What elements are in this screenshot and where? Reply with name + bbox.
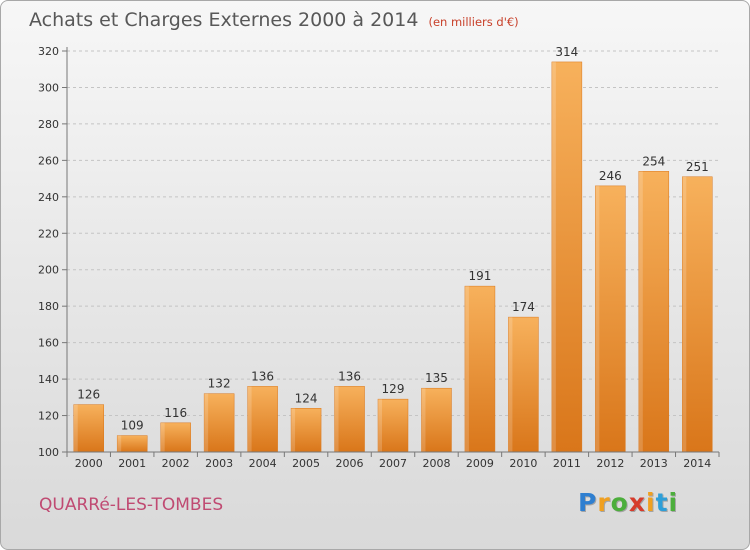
value-label: 136 bbox=[251, 369, 274, 383]
chart-subtitle: (en milliers d'€) bbox=[428, 15, 519, 29]
y-tick-label: 240 bbox=[38, 191, 59, 204]
x-tick-label: 2013 bbox=[640, 457, 668, 470]
y-tick-label: 320 bbox=[38, 45, 59, 58]
logo-letter: P bbox=[578, 488, 598, 517]
bar-2011 bbox=[551, 61, 583, 453]
bar-2004 bbox=[247, 386, 278, 453]
bar-highlight bbox=[204, 393, 209, 452]
x-tick-label: 2007 bbox=[379, 457, 407, 470]
bar-2001 bbox=[116, 435, 148, 453]
value-label: 116 bbox=[164, 406, 187, 420]
x-tick-label: 2004 bbox=[249, 457, 277, 470]
bar-highlight bbox=[160, 422, 165, 452]
x-tick-label: 2010 bbox=[509, 457, 537, 470]
bar-2005 bbox=[290, 408, 322, 453]
bar-2012 bbox=[595, 185, 626, 453]
bar-2000 bbox=[73, 404, 104, 453]
value-label: 136 bbox=[338, 369, 361, 383]
y-tick-label: 160 bbox=[38, 337, 59, 350]
bar-highlight bbox=[682, 176, 687, 452]
bar-2013 bbox=[638, 171, 670, 453]
logo-letter: o bbox=[610, 488, 629, 517]
bar-2009 bbox=[464, 285, 496, 453]
logo-letter: i bbox=[668, 488, 679, 517]
value-label: 109 bbox=[121, 419, 144, 433]
proxiti-logo: Proxiti bbox=[578, 488, 678, 517]
bar-highlight bbox=[638, 171, 643, 453]
x-tick-label: 2006 bbox=[336, 457, 364, 470]
logo-letter: x bbox=[628, 488, 646, 517]
bar-highlight bbox=[508, 317, 513, 452]
bar-2006 bbox=[334, 386, 365, 453]
y-tick-label: 200 bbox=[38, 264, 59, 277]
chart-title: Achats et Charges Externes 2000 à 2014 (e… bbox=[29, 9, 519, 31]
axes bbox=[66, 47, 720, 457]
y-tick-labels: 100 120 140 160 180 200 220 240 260 280 300 320 bbox=[38, 45, 59, 459]
bar-highlight bbox=[378, 399, 382, 452]
bar-highlight bbox=[334, 386, 339, 452]
bar-highlight bbox=[595, 185, 600, 452]
x-tick-labels: 2000 2001 2002 2003 2004 2005 2006 2007 2008 2009… bbox=[75, 457, 712, 470]
bar-highlight bbox=[464, 286, 469, 452]
value-label: 246 bbox=[599, 169, 622, 183]
x-tick-label: 2011 bbox=[553, 457, 581, 470]
y-tick-label: 280 bbox=[38, 118, 59, 131]
y-tick-label: 120 bbox=[38, 410, 59, 423]
bar-2003 bbox=[203, 393, 235, 453]
bar-highlight bbox=[291, 408, 296, 452]
x-tick-label: 2009 bbox=[466, 457, 494, 470]
bar-highlight bbox=[551, 61, 556, 452]
value-label: 251 bbox=[686, 160, 709, 174]
logo-letter: t bbox=[655, 488, 669, 517]
title-text: Achats et Charges Externes 2000 à 2014 bbox=[29, 9, 419, 31]
y-tick-label: 140 bbox=[38, 373, 59, 386]
bar-2007 bbox=[377, 398, 409, 453]
y-tick-label: 100 bbox=[38, 446, 59, 459]
value-labels: 126 109 116 132 136 124 136 129 135 191 174 314 246 2… bbox=[77, 45, 708, 433]
value-label: 126 bbox=[77, 388, 100, 402]
x-tick-label: 2014 bbox=[683, 457, 711, 470]
x-tick-label: 2001 bbox=[118, 457, 146, 470]
commune-name: QUARRé-LES-TOMBES bbox=[39, 495, 224, 515]
bar-highlight bbox=[73, 404, 78, 452]
bars bbox=[73, 61, 713, 453]
y-tick-label: 180 bbox=[38, 300, 59, 313]
x-tick-label: 2005 bbox=[292, 457, 320, 470]
logo-letter: r bbox=[597, 488, 611, 517]
x-tick-label: 2000 bbox=[75, 457, 103, 470]
x-tick-label: 2003 bbox=[205, 457, 233, 470]
bar-highlight bbox=[117, 435, 122, 452]
bar-2010 bbox=[508, 316, 539, 453]
value-label: 132 bbox=[208, 377, 231, 391]
y-tick-label: 300 bbox=[38, 81, 59, 94]
value-label: 174 bbox=[512, 300, 535, 314]
logo-letter: i bbox=[646, 488, 656, 517]
value-label: 124 bbox=[295, 391, 318, 405]
value-label: 254 bbox=[642, 154, 665, 168]
y-tick-label: 220 bbox=[38, 227, 59, 240]
x-tick-label: 2008 bbox=[422, 457, 450, 470]
value-label: 314 bbox=[555, 45, 578, 59]
bar-highlight bbox=[421, 388, 426, 452]
bar-2008 bbox=[421, 387, 452, 453]
bar-highlight bbox=[247, 386, 252, 452]
bar-2002 bbox=[160, 422, 191, 453]
value-label: 191 bbox=[468, 269, 491, 283]
value-label: 129 bbox=[382, 382, 405, 396]
bar-2014 bbox=[682, 176, 713, 453]
y-tick-label: 260 bbox=[38, 154, 59, 167]
x-tick-label: 2002 bbox=[162, 457, 190, 470]
value-label: 135 bbox=[425, 371, 448, 385]
x-tick-label: 2012 bbox=[596, 457, 624, 470]
